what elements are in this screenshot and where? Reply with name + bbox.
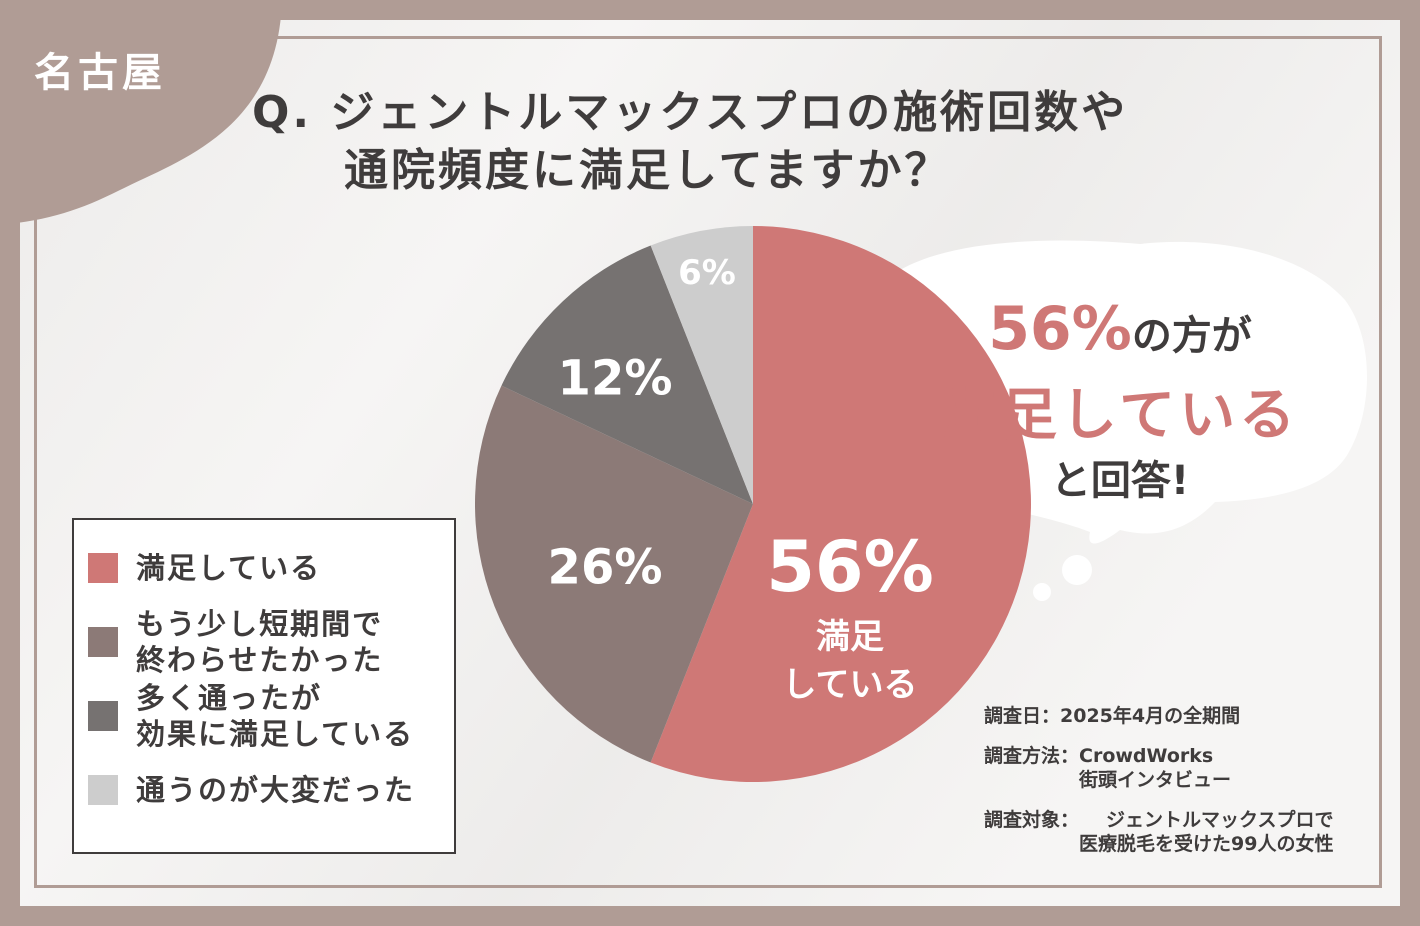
pie-slice-shorter [474,385,753,763]
bubble-dot-small [1033,583,1051,601]
pie-label-shorter: 26% [548,539,663,595]
legend-item-satisfied: 満足している [88,550,321,586]
pie-label-hard: 6% [678,253,736,293]
survey-target-key: 調査対象： [984,809,1080,831]
survey-info: 調査日： 2025年4月の全期間 調査方法： CrowdWorks 街頭インタビ… [984,704,1333,872]
survey-date-key: 調査日： [984,705,1061,727]
legend-swatch-shorter [88,627,118,657]
legend-swatch-satisfied [88,553,118,583]
pie-labels: 56% 26% 12% 6% 満足している [548,253,934,705]
legend-label-effective: 多く通ったが 効果に満足している [136,681,415,751]
pie-label-satisfied: 56% [766,526,934,608]
question-line-1: Q. ジェントルマックスプロの施術回数や [252,87,1129,138]
legend: 満足している もう少し短期間で 終わらせたかった 多く通ったが 効果に満足してい… [72,518,456,854]
legend-item-effective: 多く通ったが 効果に満足している [88,680,414,752]
pie-slice-satisfied [650,226,1031,783]
survey-method: 調査方法： CrowdWorks 街頭インタビュー [984,744,1333,792]
bubble-suffix: の方が [1131,313,1252,359]
bubble-percent: 56% [988,294,1132,364]
bubble-highlight: 満足している [940,383,1300,448]
bubble-message: 56%の方が 満足している と回答! [900,290,1340,513]
question-line-2: 通院頻度に満足してますか？ [344,145,952,196]
legend-label-shorter: もう少し短期間で 終わらせたかった [136,607,384,677]
survey-method-key: 調査方法： [984,745,1080,767]
survey-target: 調査対象： ジェントルマックスプロで 医療脱毛を受けた99人の女性 [984,808,1333,856]
corner-tab [0,0,282,225]
pie-slice-effective [501,245,753,504]
survey-target-value: ジェントルマックスプロで 医療脱毛を受けた99人の女性 [1079,809,1334,855]
bubble-answer: と回答! [1050,458,1190,504]
legend-swatch-hard [88,775,118,805]
survey-date-value: 2025年4月の全期間 [1060,705,1241,727]
legend-label-satisfied: 満足している [136,551,322,585]
legend-swatch-effective [88,701,118,731]
legend-label-hard: 通うのが大変だった [136,773,416,807]
survey-method-value: CrowdWorks 街頭インタビュー [1079,745,1232,791]
legend-item-shorter: もう少し短期間で 終わらせたかった [88,606,383,678]
survey-date: 調査日： 2025年4月の全期間 [984,704,1333,728]
pie-chart [474,226,1031,783]
legend-item-hard: 通うのが大変だった [88,772,415,808]
pie-sublabel-satisfied: 満足している [783,617,918,705]
question-title: Q. ジェントルマックスプロの施術回数や 通院頻度に満足してますか？ [252,84,1128,200]
pie-slice-hard [650,226,753,504]
pie-label-effective: 12% [558,350,673,406]
bubble-dot-large [1062,555,1092,585]
city-label: 名古屋 [34,50,166,96]
inner-frame [34,36,1382,888]
